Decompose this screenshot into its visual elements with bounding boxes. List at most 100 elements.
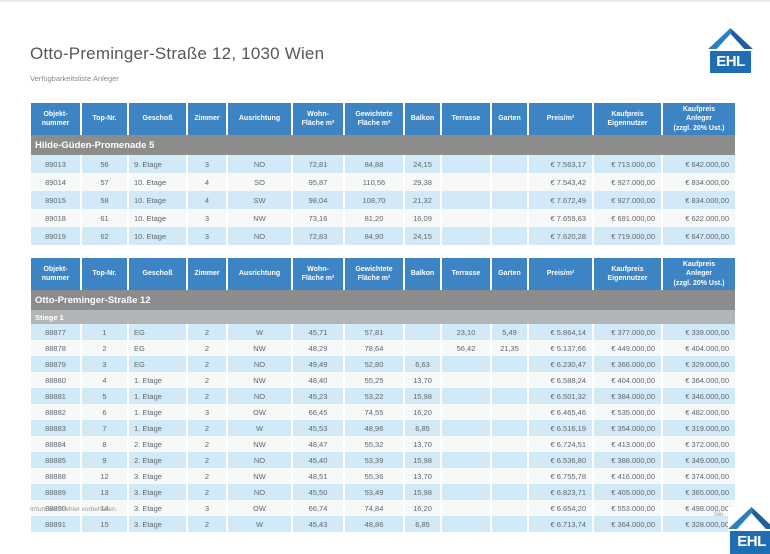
table-row: 89018 61 10. Etage 3 NW 73,16 81,20 16,09 € 7.65… (31, 209, 735, 227)
column-header-ausrichtung: Ausrichtung (228, 258, 291, 290)
cell-garten (492, 436, 527, 452)
cell-objektnummer: 89014 (31, 173, 80, 191)
cell-kaufpreis-eigennutzer: € 413.000,00 (594, 436, 661, 452)
cell-garten (492, 356, 527, 372)
cell-kaufpreis-anleger: € 498.000,00 (663, 500, 735, 516)
cell-kaufpreis-anleger: € 349.000,00 (663, 452, 735, 468)
cell-preis-m2: € 5.137,66 (529, 340, 592, 356)
cell-wohnflaeche: 66,45 (293, 404, 343, 420)
cell-wohnflaeche: 45,50 (293, 484, 343, 500)
cell-preis-m2: € 6.501,32 (529, 388, 592, 404)
page-title: Otto-Preminger-Straße 12, 1030 Wien (30, 44, 325, 63)
cell-balkon: 6,85 (405, 516, 440, 532)
table-row: 89019 62 10. Etage 3 NO 72,83 84,90 24,15 € 7.62… (31, 227, 735, 245)
cell-gewichtete-flaeche: 55,25 (345, 372, 403, 388)
column-header-preis-m2: Preis/m² (529, 258, 592, 290)
cell-preis-m2: € 6.823,71 (529, 484, 592, 500)
cell-ausrichtung: NO (228, 388, 291, 404)
cell-garten (492, 191, 527, 209)
cell-geschoss: 10. Etage (129, 227, 186, 245)
cell-terrasse (442, 436, 490, 452)
table-row: 88881 5 1. Etage 2 NO 45,23 53,22 15,98 € 6.501,… (31, 388, 735, 404)
cell-gewichtete-flaeche: 74,55 (345, 404, 403, 420)
table-row: 88879 3 EG 2 NO 49,49 52,80 6,63 € 6.230,47 € 366… (31, 356, 735, 372)
cell-preis-m2: € 6.465,46 (529, 404, 592, 420)
cell-terrasse: 56,42 (442, 340, 490, 356)
cell-kaufpreis-eigennutzer: € 927.000,00 (594, 191, 661, 209)
table-row: 88889 13 3. Etage 2 NO 45,50 53,49 15,98 € 6.823… (31, 484, 735, 500)
column-header-zimmer: Zimmer (188, 103, 226, 135)
cell-kaufpreis-eigennutzer: € 535.000,00 (594, 404, 661, 420)
cell-geschoss: 10. Etage (129, 173, 186, 191)
column-header-objektnummer: Objekt- nummer (31, 103, 80, 135)
column-header-geschoss: Geschoß (129, 258, 186, 290)
cell-gewichtete-flaeche: 53,49 (345, 484, 403, 500)
table-row: 88884 8 2. Etage 2 NW 48,47 55,32 13,70 € 6.724,… (31, 436, 735, 452)
subsection-header: Stiege 1 (31, 310, 735, 324)
cell-top-nr: 13 (82, 484, 127, 500)
page-number-label: Sei (713, 511, 723, 518)
column-header-kaufpreis-anleger: Kaufpreis Anleger (zzgl. 20% Ust.) (663, 103, 735, 135)
cell-objektnummer: 88888 (31, 468, 80, 484)
cell-balkon: 13,70 (405, 372, 440, 388)
cell-kaufpreis-anleger: € 482.000,00 (663, 404, 735, 420)
cell-ausrichtung: NW (228, 209, 291, 227)
cell-kaufpreis-anleger: € 834.000,00 (663, 173, 735, 191)
cell-terrasse (442, 420, 490, 436)
cell-kaufpreis-eigennutzer: € 388.000,00 (594, 452, 661, 468)
cell-balkon (405, 324, 440, 340)
cell-zimmer: 2 (188, 516, 226, 532)
cell-terrasse (442, 191, 490, 209)
cell-balkon: 6,63 (405, 356, 440, 372)
cell-wohnflaeche: 48,29 (293, 340, 343, 356)
cell-ausrichtung: NW (228, 436, 291, 452)
cell-gewichtete-flaeche: 48,86 (345, 516, 403, 532)
column-header-preis-m2: Preis/m² (529, 103, 592, 135)
cell-top-nr: 6 (82, 404, 127, 420)
cell-zimmer: 2 (188, 436, 226, 452)
cell-kaufpreis-anleger: € 647.000,00 (663, 227, 735, 245)
page-subtitle: Verfügbarkeitsliste Anleger (30, 74, 119, 83)
cell-balkon: 16,09 (405, 209, 440, 227)
column-header-terrasse: Terrasse (442, 258, 490, 290)
cell-gewichtete-flaeche: 57,81 (345, 324, 403, 340)
cell-kaufpreis-eigennutzer: € 713.000,00 (594, 155, 661, 173)
cell-kaufpreis-anleger: € 328.000,00 (663, 516, 735, 532)
cell-garten (492, 388, 527, 404)
cell-preis-m2: € 6.654,20 (529, 500, 592, 516)
table-row: 89013 56 9. Etage 3 NO 72,81 84,88 24,15 € 7.563… (31, 155, 735, 173)
column-header-balkon: Balkon (405, 103, 440, 135)
cell-preis-m2: € 6.230,47 (529, 356, 592, 372)
cell-preis-m2: € 6.588,24 (529, 372, 592, 388)
cell-kaufpreis-eigennutzer: € 719.000,00 (594, 227, 661, 245)
column-header-wohnflaeche: Wohn- Fläche m² (293, 103, 343, 135)
cell-preis-m2: € 7.543,42 (529, 173, 592, 191)
cell-gewichtete-flaeche: 84,90 (345, 227, 403, 245)
cell-geschoss: 3. Etage (129, 468, 186, 484)
cell-geschoss: 10. Etage (129, 191, 186, 209)
table-row: 88891 15 3. Etage 2 W 45,43 48,86 6,85 € 6.713,7… (31, 516, 735, 532)
ehl-logo-footer: EHL (728, 507, 770, 554)
cell-objektnummer: 89015 (31, 191, 80, 209)
cell-kaufpreis-eigennutzer: € 405.000,00 (594, 484, 661, 500)
ehl-house-roof-icon (708, 28, 753, 50)
cell-objektnummer: 88881 (31, 388, 80, 404)
cell-top-nr: 8 (82, 436, 127, 452)
cell-objektnummer: 88884 (31, 436, 80, 452)
cell-kaufpreis-anleger: € 404.000,00 (663, 340, 735, 356)
availability-table-hilde-gueden-promenade: Objekt- nummer Top-Nr. Geschoß Zimmer Ausric… (29, 103, 737, 245)
cell-kaufpreis-anleger: € 346.000,00 (663, 388, 735, 404)
cell-ausrichtung: NO (228, 484, 291, 500)
cell-zimmer: 2 (188, 372, 226, 388)
cell-preis-m2: € 7.620,28 (529, 227, 592, 245)
cell-kaufpreis-anleger: € 319.000,00 (663, 420, 735, 436)
cell-terrasse (442, 209, 490, 227)
cell-ausrichtung: NO (228, 452, 291, 468)
cell-geschoss: 10. Etage (129, 209, 186, 227)
cell-preis-m2: € 5.864,14 (529, 324, 592, 340)
cell-objektnummer: 88883 (31, 420, 80, 436)
cell-gewichtete-flaeche: 53,39 (345, 452, 403, 468)
section-header: Hilde-Güden-Promenade 5 (31, 135, 735, 155)
cell-wohnflaeche: 73,16 (293, 209, 343, 227)
cell-objektnummer: 88882 (31, 404, 80, 420)
